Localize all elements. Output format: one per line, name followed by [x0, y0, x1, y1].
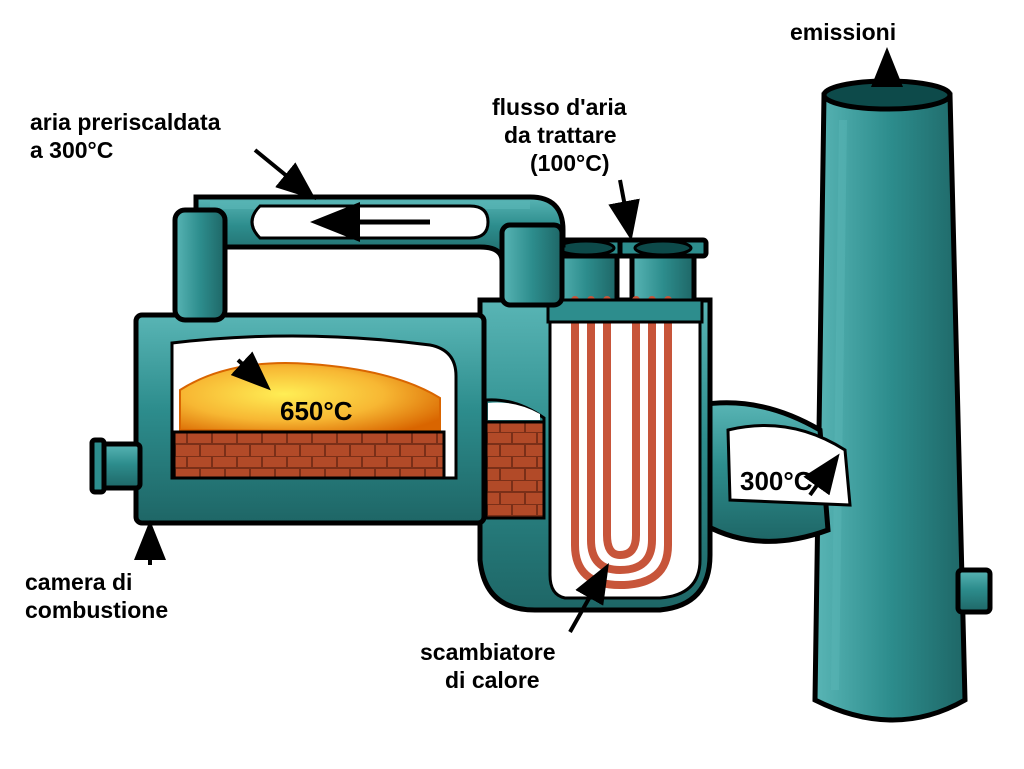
- temp-chamber-label: 650°C: [280, 396, 353, 426]
- exhaust-stack: [815, 81, 990, 720]
- inlet-air-arrow-icon: [620, 180, 630, 233]
- label-inlet-air-l1: flusso d'aria: [492, 94, 627, 120]
- preheated-air-arrow-icon: [255, 150, 310, 195]
- label-combustion-l2: combustione: [25, 597, 168, 623]
- label-preheated-air-l2: a 300°C: [30, 137, 113, 163]
- label-heat-exch-l2: di calore: [445, 667, 540, 693]
- temp-stack-label: 300°C: [740, 466, 813, 496]
- thermal-oxidizer-diagram: emissioni aria preriscaldata a 300°C flu…: [0, 0, 1024, 769]
- label-heat-exch-l1: scambiatore: [420, 639, 556, 665]
- label-preheated-air-l1: aria preriscaldata: [30, 109, 221, 135]
- label-inlet-air-l3: (100°C): [530, 150, 610, 176]
- label-combustion-l1: camera di: [25, 569, 132, 595]
- label-emissions: emissioni: [790, 19, 896, 45]
- label-inlet-air-l2: da trattare: [504, 122, 616, 148]
- recirculation-duct: [175, 197, 563, 320]
